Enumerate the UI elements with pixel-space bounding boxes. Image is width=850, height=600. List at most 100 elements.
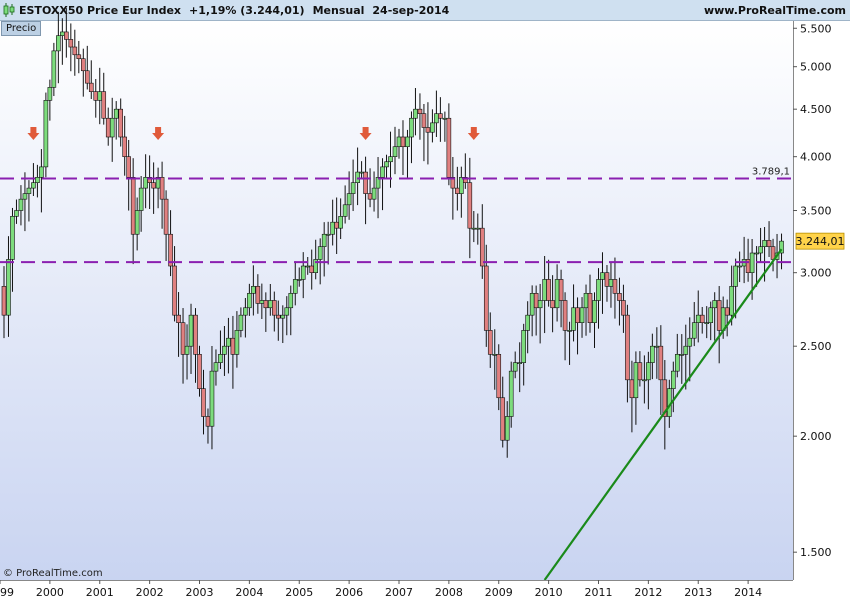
y-tick-label: 5.500 bbox=[800, 22, 832, 35]
candle-body bbox=[43, 100, 49, 168]
candle-body bbox=[405, 136, 410, 148]
candle-body bbox=[695, 314, 701, 324]
candle-body bbox=[517, 362, 522, 364]
candle-body bbox=[288, 293, 294, 309]
down-arrow-icon bbox=[467, 127, 480, 140]
candle-body bbox=[512, 362, 518, 372]
candle-body bbox=[35, 177, 40, 184]
candle-body bbox=[363, 171, 368, 194]
candle-body bbox=[430, 122, 435, 133]
x-tick-label: 2011 bbox=[584, 586, 612, 599]
x-tick-label: 2002 bbox=[136, 586, 164, 599]
y-tick-label: 3.000 bbox=[800, 267, 832, 280]
candle-body bbox=[554, 279, 560, 309]
candle-body bbox=[247, 293, 252, 309]
candle-body bbox=[621, 300, 626, 316]
candle-body bbox=[226, 337, 231, 347]
candle-body bbox=[529, 293, 535, 316]
candle-body bbox=[51, 50, 57, 88]
candle-body bbox=[425, 127, 431, 133]
axes: 1.500 2.000 2.500 3.000 3.500 4.000 4.500 5.000… bbox=[0, 21, 844, 599]
candle-body bbox=[238, 314, 244, 331]
candle-body bbox=[617, 293, 622, 301]
candle-body bbox=[504, 416, 510, 441]
site-link[interactable]: www.ProRealTime.com bbox=[703, 3, 846, 17]
candle-body bbox=[625, 314, 630, 381]
candle-body bbox=[708, 307, 714, 324]
candle-body bbox=[188, 314, 194, 347]
candle-body bbox=[134, 210, 140, 235]
candle-body bbox=[662, 379, 668, 417]
candle-body bbox=[317, 246, 323, 260]
candle-body bbox=[542, 279, 547, 301]
candle-body bbox=[687, 337, 693, 347]
candle-body bbox=[113, 108, 119, 119]
candle-body bbox=[575, 307, 580, 324]
instrument-name: ESTOXX50 Price Eur Index bbox=[19, 3, 182, 17]
candle-body bbox=[779, 240, 784, 254]
candle-body bbox=[280, 314, 286, 319]
candle-body bbox=[97, 91, 103, 101]
candle-body bbox=[558, 279, 564, 301]
candle-body bbox=[762, 240, 767, 247]
candle-body bbox=[330, 221, 335, 235]
candle-body bbox=[388, 156, 393, 163]
candle-body bbox=[637, 362, 643, 381]
candle-body bbox=[346, 193, 352, 206]
candle-body bbox=[749, 252, 755, 273]
candle-body bbox=[93, 91, 99, 101]
x-tick-label: 2005 bbox=[285, 586, 313, 599]
candle-body bbox=[367, 193, 373, 200]
candle-body bbox=[359, 171, 364, 174]
candle-body bbox=[130, 177, 136, 235]
x-tick-label: 2008 bbox=[435, 586, 463, 599]
candle-body bbox=[68, 39, 74, 48]
last-price-box bbox=[795, 232, 845, 250]
candle-body bbox=[521, 330, 526, 363]
candle-body bbox=[483, 265, 489, 331]
candle-body bbox=[737, 265, 742, 268]
candle-body bbox=[438, 113, 443, 119]
candle-body bbox=[658, 345, 664, 381]
candle-body bbox=[537, 300, 543, 309]
candle-body bbox=[180, 322, 186, 355]
candle-body bbox=[375, 177, 381, 189]
candle-body bbox=[550, 300, 555, 309]
candle-body bbox=[758, 246, 763, 254]
candles bbox=[1, 8, 784, 458]
candle-body bbox=[272, 300, 277, 316]
candle-body bbox=[325, 233, 331, 236]
candle-body bbox=[39, 166, 44, 178]
x-tick-label: 2006 bbox=[335, 586, 363, 599]
candle-body bbox=[442, 117, 448, 120]
pane-label[interactable]: Precio bbox=[1, 21, 42, 36]
candle-body bbox=[101, 91, 107, 119]
candle-body bbox=[729, 286, 734, 316]
y-tick-label: 2.500 bbox=[800, 340, 832, 353]
period: Mensual bbox=[312, 3, 365, 17]
candle-body bbox=[151, 182, 156, 189]
candle-body bbox=[213, 362, 219, 372]
candle-body bbox=[463, 177, 468, 184]
candle-body bbox=[26, 187, 32, 194]
candle-body bbox=[479, 227, 485, 267]
candle-body bbox=[525, 314, 530, 331]
candle-body bbox=[355, 171, 360, 184]
candlestick-logo-icon bbox=[3, 3, 15, 17]
trendline bbox=[543, 248, 783, 581]
x-tick-label: 2012 bbox=[634, 586, 662, 599]
candle-body bbox=[122, 136, 127, 157]
candle-body bbox=[592, 300, 597, 324]
candle-body bbox=[80, 58, 86, 72]
candle-body bbox=[243, 307, 248, 316]
candle-body bbox=[172, 265, 177, 316]
candle-body bbox=[571, 307, 576, 331]
candle-body bbox=[562, 300, 568, 331]
candle-body bbox=[371, 187, 377, 200]
candle-body bbox=[201, 388, 206, 417]
candle-body bbox=[6, 259, 11, 316]
candle-body bbox=[268, 300, 273, 309]
candle-body bbox=[209, 370, 215, 427]
candle-body bbox=[147, 177, 152, 184]
